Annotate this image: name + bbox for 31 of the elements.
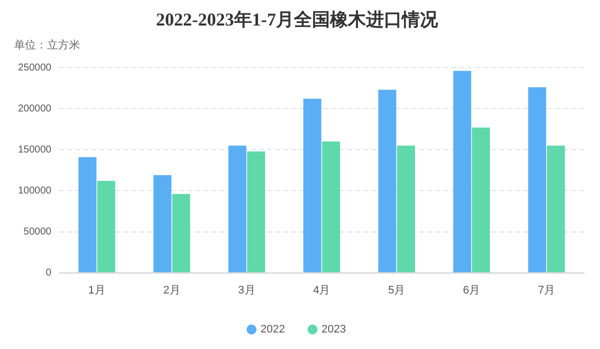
y-tick-label: 200000	[18, 103, 52, 114]
bar	[228, 146, 246, 272]
bar	[397, 146, 415, 272]
bar	[153, 175, 172, 272]
x-tick-label: 2月	[163, 284, 180, 296]
x-tick-label: 1月	[88, 284, 106, 296]
text: 单位：立方米	[14, 38, 80, 52]
bar	[172, 194, 190, 272]
y-tick-label: 0	[46, 268, 52, 279]
x-tick-label: 7月	[538, 284, 556, 296]
x-tick-label: 3月	[238, 284, 256, 296]
y-tick-label: 50000	[24, 226, 52, 238]
bar	[303, 98, 322, 272]
bar	[247, 151, 266, 272]
x-tick-label: 5月	[388, 284, 406, 296]
legend-label: 2023	[322, 324, 346, 336]
x-tick-label: 6月	[463, 284, 480, 296]
y-tick-label: 100000	[18, 185, 52, 196]
legend-label: 2022	[260, 324, 286, 336]
bar	[97, 180, 116, 272]
bar	[378, 90, 396, 272]
bar	[78, 157, 96, 272]
bar	[472, 128, 490, 272]
y-tick-label: 250000	[18, 62, 52, 74]
bar	[322, 141, 340, 272]
bar	[453, 70, 472, 272]
chart-title: 2022-2023年1-7月全国橡木进口情况	[156, 9, 439, 30]
bar	[546, 146, 565, 272]
bar	[528, 87, 546, 272]
y-tick-label: 150000	[18, 144, 52, 156]
x-tick-label: 4月	[313, 284, 330, 296]
